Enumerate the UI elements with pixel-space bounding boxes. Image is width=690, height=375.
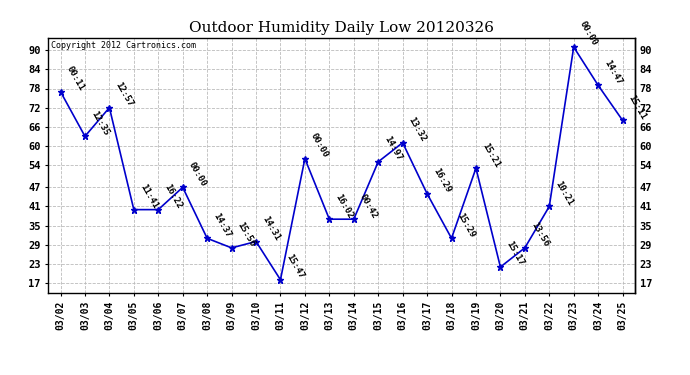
Text: 14:97: 14:97 [382,135,404,162]
Text: 00:11: 00:11 [65,64,86,92]
Text: 14:37: 14:37 [211,211,233,239]
Text: 15:56: 15:56 [236,221,257,249]
Text: 15:11: 15:11 [627,93,648,121]
Text: 11:41: 11:41 [138,183,159,210]
Text: 12:35: 12:35 [89,109,110,137]
Text: 00:00: 00:00 [187,160,208,188]
Text: 10:21: 10:21 [553,179,575,207]
Text: Copyright 2012 Cartronics.com: Copyright 2012 Cartronics.com [51,41,196,50]
Text: 16:02: 16:02 [333,192,355,220]
Text: 00:00: 00:00 [309,132,331,159]
Text: 12:57: 12:57 [114,81,135,108]
Text: 15:17: 15:17 [504,240,526,268]
Text: 14:31: 14:31 [260,214,282,242]
Text: 13:32: 13:32 [407,116,428,143]
Title: Outdoor Humidity Daily Low 20120326: Outdoor Humidity Daily Low 20120326 [189,21,494,35]
Text: 16:29: 16:29 [431,166,453,194]
Text: 00:00: 00:00 [578,20,599,48]
Text: 00:42: 00:42 [358,192,380,220]
Text: 15:29: 15:29 [455,211,477,239]
Text: 13:56: 13:56 [529,221,550,249]
Text: 15:21: 15:21 [480,141,502,169]
Text: 14:47: 14:47 [602,58,624,86]
Text: 16:22: 16:22 [162,183,184,210]
Text: 15:47: 15:47 [284,253,306,280]
